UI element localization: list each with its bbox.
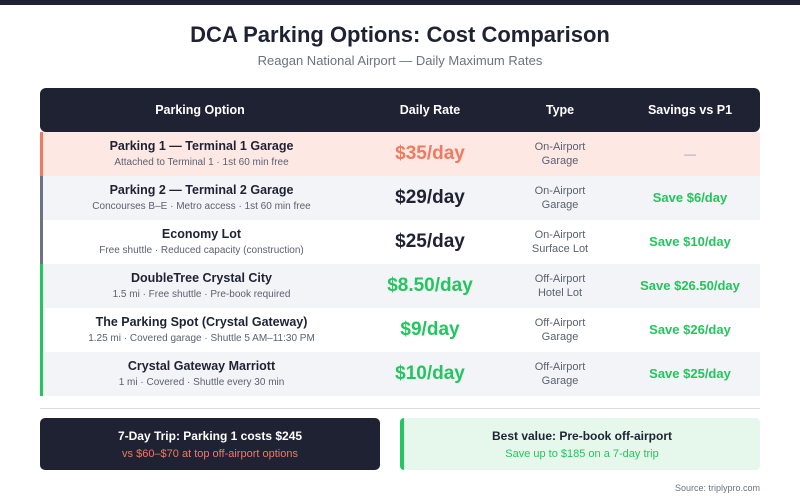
table-header: Parking Option Daily Rate Type Savings v… [40, 88, 760, 132]
daily-rate-value: $10/day [395, 363, 465, 384]
type-line-2: Surface Lot [531, 243, 589, 255]
savings-value: Save $10/day [649, 234, 731, 249]
top-accent-bar [0, 0, 800, 5]
savings-value: Save $26.50/day [640, 278, 740, 293]
savings-cell: Save $6/day [620, 189, 760, 207]
type-cell: Off-Airport Garage [500, 316, 620, 344]
option-name: DoubleTree Crystal City [130, 271, 272, 285]
type-line-2: Garage [541, 331, 579, 343]
type-line-1: Off-Airport [534, 361, 586, 373]
option-cell: Parking 1 — Terminal 1 Garage Attached to… [43, 139, 360, 169]
option-detail: 1.5 mi · Free shuttle · Pre-book require… [112, 289, 291, 300]
type-line-1: On-Airport [534, 229, 586, 241]
daily-rate-value: $29/day [395, 187, 465, 208]
option-cell: Parking 2 — Terminal 2 Garage Concourses … [43, 183, 360, 213]
table-row: Parking 1 — Terminal 1 Garage Attached to… [40, 132, 760, 176]
table-row: DoubleTree Crystal City 1.5 mi · Free shu… [40, 264, 760, 308]
option-detail: 1.25 mi · Covered garage · Shuttle 5 AM–… [88, 333, 315, 344]
rate-cell: $8.50/day [360, 275, 500, 297]
type-line-2: Hotel Lot [537, 287, 583, 299]
option-cell: Crystal Gateway Marriott 1 mi · Covered ·… [43, 359, 360, 389]
rate-cell: $29/day [360, 187, 500, 209]
savings-cell: Save $26/day [620, 321, 760, 339]
table-row: Economy Lot Free shuttle · Reduced capaci… [40, 220, 760, 264]
section-divider [40, 408, 760, 409]
savings-cell: Save $26.50/day [620, 277, 760, 295]
type-line-2: Garage [541, 155, 579, 167]
option-detail: 1 mi · Covered · Shuttle every 30 min [118, 377, 285, 388]
rate-cell: $9/day [360, 319, 500, 341]
option-name: Economy Lot [161, 227, 242, 241]
savings-value: Save $25/day [649, 366, 731, 381]
option-name: Parking 1 — Terminal 1 Garage [109, 139, 294, 153]
header-daily-rate: Daily Rate [399, 103, 461, 117]
option-detail: Concourses B–E · Metro access · 1st 60 m… [92, 201, 311, 212]
source-credit: Source: triplypro.com [674, 483, 760, 493]
type-cell: On-Airport Garage [500, 184, 620, 212]
type-cell: Off-Airport Garage [500, 360, 620, 388]
savings-cell: Save $10/day [620, 233, 760, 251]
callout-right-detail: Save up to $185 on a 7-day trip [505, 448, 659, 460]
callout-right-title: Best value: Pre-book off-airport [491, 429, 673, 443]
header-parking-option: Parking Option [155, 103, 245, 117]
daily-rate-value: $35/day [395, 143, 465, 164]
table-row: Crystal Gateway Marriott 1 mi · Covered ·… [40, 352, 760, 396]
daily-rate-value: $9/day [400, 319, 460, 340]
option-name: Crystal Gateway Marriott [127, 359, 276, 373]
type-cell: Off-Airport Hotel Lot [500, 272, 620, 300]
header-type: Type [545, 103, 575, 117]
header-savings: Savings vs P1 [647, 103, 733, 117]
daily-rate-value: $8.50/day [387, 275, 473, 296]
rate-cell: $10/day [360, 363, 500, 385]
page-subtitle: Reagan National Airport — Daily Maximum … [257, 53, 543, 68]
option-cell: DoubleTree Crystal City 1.5 mi · Free shu… [43, 271, 360, 301]
option-detail: Free shuttle · Reduced capacity (constru… [99, 245, 304, 256]
savings-value: Save $6/day [652, 190, 728, 205]
type-cell: On-Airport Garage [500, 140, 620, 168]
savings-value: — [684, 147, 696, 161]
rate-cell: $25/day [360, 231, 500, 253]
option-cell: Economy Lot Free shuttle · Reduced capaci… [43, 227, 360, 257]
type-line-1: On-Airport [534, 185, 586, 197]
callout-left-title: 7-Day Trip: Parking 1 costs $245 [117, 429, 303, 443]
option-name: Parking 2 — Terminal 2 Garage [109, 183, 294, 197]
callout-seven-day-trip: 7-Day Trip: Parking 1 costs $245 vs $60–… [40, 418, 380, 470]
table-row: The Parking Spot (Crystal Gateway) 1.25 m… [40, 308, 760, 352]
type-cell: On-Airport Surface Lot [500, 228, 620, 256]
page-title: DCA Parking Options: Cost Comparison [190, 22, 610, 47]
table-body: Parking 1 — Terminal 1 Garage Attached to… [40, 132, 760, 396]
savings-cell: Save $25/day [620, 365, 760, 383]
option-detail: Attached to Terminal 1 · 1st 60 min free [114, 157, 289, 168]
table-row: Parking 2 — Terminal 2 Garage Concourses … [40, 176, 760, 220]
rate-cell: $35/day [360, 143, 500, 165]
callout-best-value: Best value: Pre-book off-airport Save up… [400, 418, 760, 470]
savings-value: Save $26/day [649, 322, 731, 337]
type-line-1: On-Airport [534, 141, 586, 153]
option-name: The Parking Spot (Crystal Gateway) [95, 315, 308, 329]
parking-table: Parking Option Daily Rate Type Savings v… [40, 88, 760, 396]
callout-left-detail: vs $60–$70 at top off-airport options [122, 448, 298, 460]
daily-rate-value: $25/day [395, 231, 465, 252]
type-line-1: Off-Airport [534, 317, 586, 329]
type-line-2: Garage [541, 199, 579, 211]
type-line-1: Off-Airport [534, 273, 586, 285]
type-line-2: Garage [541, 375, 579, 387]
option-cell: The Parking Spot (Crystal Gateway) 1.25 m… [43, 315, 360, 345]
savings-cell: — [620, 145, 760, 163]
